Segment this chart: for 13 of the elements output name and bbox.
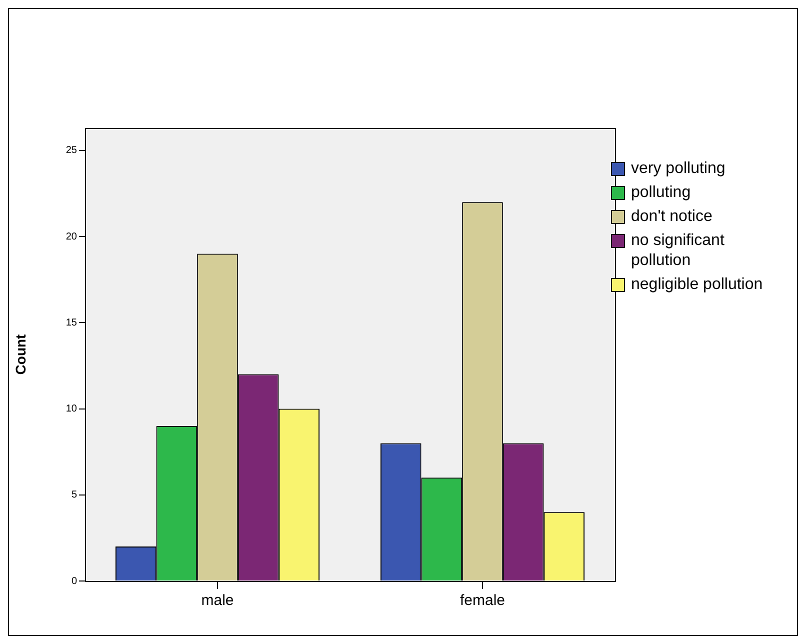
y-tick-label: 15 — [66, 317, 78, 328]
legend-label: negligible pollution — [631, 275, 763, 295]
y-axis-title: Count — [12, 334, 28, 375]
x-tick-label: female — [460, 592, 506, 610]
y-tick-label: 20 — [66, 231, 78, 242]
y-tick-label: 10 — [66, 404, 78, 415]
y-tick-label: 5 — [71, 490, 78, 501]
y-tick-label: 25 — [66, 145, 78, 156]
x-tick-label: male — [201, 592, 234, 610]
legend-label: very polluting — [631, 159, 726, 179]
legend-label: polluting — [631, 183, 691, 203]
legend-label: don't notice — [631, 207, 712, 227]
y-tick-label: 0 — [71, 576, 78, 587]
